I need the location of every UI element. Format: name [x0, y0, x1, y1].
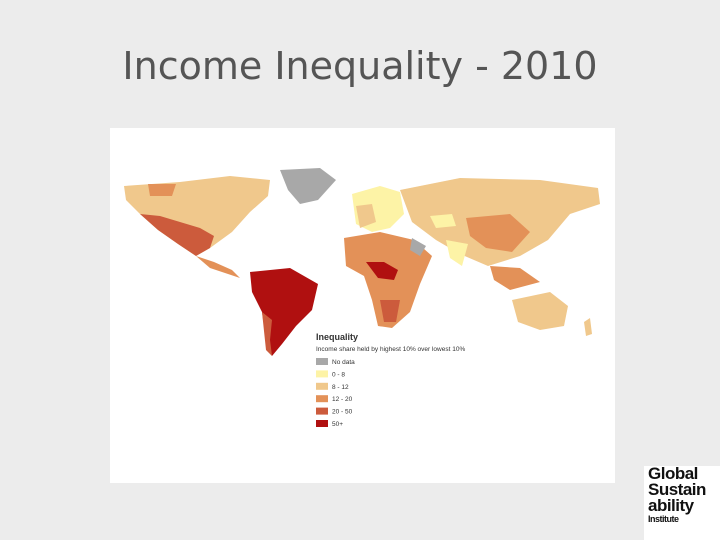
legend-swatch [316, 358, 328, 365]
southern-africa [380, 300, 400, 322]
legend-label: 0 - 8 [332, 371, 345, 378]
central-africa [366, 262, 398, 280]
slide-title: Income Inequality - 2010 [122, 44, 598, 88]
logo-line: ability [648, 496, 694, 515]
legend-label: 20 - 50 [332, 409, 353, 416]
legend-label: 50+ [332, 421, 343, 428]
logo: Global Sustain ability Institute [644, 464, 720, 540]
logo-line: Institute [648, 514, 679, 524]
logo-line: Sustain [648, 480, 706, 499]
legend: Inequality Income share held by highest … [316, 332, 465, 428]
australia [512, 292, 568, 330]
alaska [148, 184, 176, 196]
united-states [140, 214, 214, 256]
legend-title: Inequality [316, 332, 358, 342]
central-america [196, 256, 240, 278]
southeast-asia [490, 266, 540, 290]
logo-line: Global [648, 464, 698, 483]
legend-swatch [316, 370, 328, 378]
legend-swatch [316, 395, 328, 403]
south-asia [446, 240, 468, 266]
argentina [262, 312, 272, 356]
horn-of-africa [410, 238, 426, 256]
legend-subtitle: Income share held by highest 10% over lo… [316, 346, 465, 353]
legend-swatch [316, 407, 328, 415]
greenland [280, 168, 336, 204]
western-europe [356, 204, 376, 228]
central-asia [430, 214, 456, 228]
china [466, 214, 530, 252]
new-zealand [584, 318, 592, 336]
legend-swatch [316, 382, 328, 390]
legend-label: No data [332, 359, 355, 366]
legend-label: 8 - 12 [332, 384, 349, 391]
legend-label: 12 - 20 [332, 396, 353, 403]
legend-swatch [316, 420, 328, 427]
africa [344, 232, 432, 328]
